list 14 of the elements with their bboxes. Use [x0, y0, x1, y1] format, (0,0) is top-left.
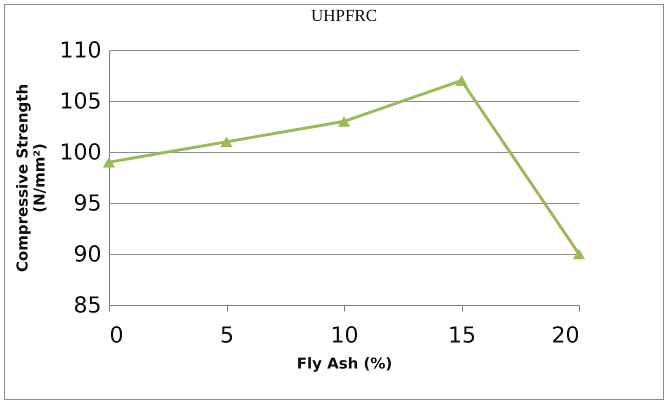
- x-tick-label: 10: [330, 324, 358, 348]
- y-tick-label: 95: [74, 192, 102, 216]
- y-tick-label: 105: [60, 90, 102, 114]
- x-tick-label: 5: [220, 324, 234, 348]
- x-tick-label: 15: [448, 324, 476, 348]
- x-axis-title: Fly Ash (%): [296, 354, 392, 372]
- y-tick-label: 90: [74, 242, 102, 268]
- x-tick-label: 20: [552, 324, 580, 348]
- chart-title: UHPFRC: [310, 6, 378, 25]
- x-tick-label: 0: [110, 324, 124, 348]
- y-tick-label: 100: [60, 140, 102, 166]
- y-tick-label: 85: [74, 294, 102, 318]
- y-tick-label: 110: [60, 38, 102, 64]
- y-axis-title: Compressive Strength (N/mm²): [14, 84, 49, 272]
